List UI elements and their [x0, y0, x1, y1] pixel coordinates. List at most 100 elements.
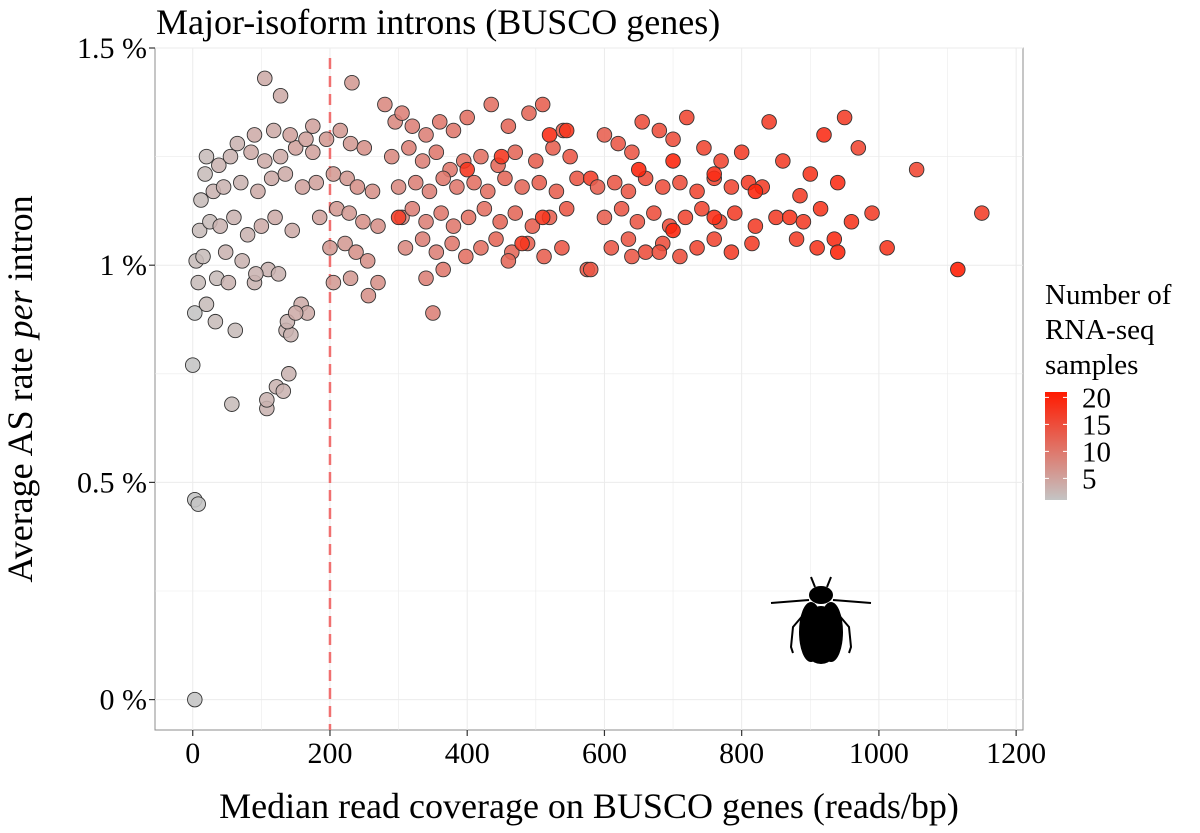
data-point-46: [294, 179, 311, 195]
data-point-8: [275, 383, 292, 399]
data-point-76: [341, 205, 357, 221]
data-point-168: [713, 153, 729, 169]
data-point-114: [421, 183, 438, 200]
data-point-128: [445, 218, 462, 234]
data-point-101: [401, 140, 417, 156]
y-tick-label-1: 0.5 %: [77, 466, 147, 499]
data-point-58: [265, 122, 282, 139]
legend-title-line-3: samples: [1045, 349, 1138, 381]
data-point-39: [193, 192, 209, 208]
legend-label-0: 5: [1082, 463, 1097, 495]
data-point-187: [677, 209, 694, 226]
data-point-211: [781, 209, 798, 226]
data-point-6: [259, 392, 275, 408]
data-point-13: [227, 322, 244, 339]
data-point-47: [197, 166, 213, 182]
y-axis-title-italic: per: [0, 289, 40, 341]
data-point-200: [723, 244, 740, 260]
data-point-145: [536, 248, 552, 265]
data-point-212: [802, 166, 819, 182]
data-point-119: [497, 170, 513, 187]
data-point-69: [308, 174, 324, 191]
data-point-67: [342, 135, 359, 152]
data-point-141: [473, 240, 489, 256]
data-point-165: [665, 131, 681, 147]
data-point-116: [449, 179, 465, 195]
data-point-155: [514, 235, 530, 252]
data-point-157: [541, 127, 558, 143]
data-point-52: [272, 148, 289, 165]
data-point-106: [473, 148, 489, 165]
y-tick-label-3: 1.5 %: [77, 32, 147, 65]
data-point-183: [613, 200, 630, 217]
data-point-164: [651, 122, 668, 139]
data-point-60: [298, 131, 314, 147]
data-point-146: [554, 240, 570, 256]
data-point-70: [325, 166, 342, 182]
data-point-150: [500, 253, 517, 269]
data-point-208: [747, 183, 764, 200]
x-axis-title: Median read coverage on BUSCO genes (rea…: [219, 786, 959, 826]
data-point-38: [284, 222, 300, 239]
data-point-184: [629, 214, 646, 230]
data-point-153: [459, 161, 475, 178]
data-point-193: [603, 240, 620, 256]
data-point-205: [630, 161, 647, 178]
data-point-102: [414, 153, 431, 169]
legend-label-2: 15: [1082, 409, 1111, 441]
data-point-59: [282, 127, 298, 143]
data-point-137: [414, 231, 431, 247]
data-point-51: [257, 153, 273, 169]
data-point-95: [483, 96, 499, 113]
data-point-213: [816, 127, 832, 143]
data-point-23: [270, 266, 287, 282]
data-point-204: [651, 244, 668, 260]
data-point-111: [562, 148, 578, 165]
data-point-62: [272, 88, 289, 104]
data-point-179: [723, 179, 740, 195]
data-point-86: [370, 274, 386, 291]
data-point-109: [528, 153, 544, 169]
data-point-127: [433, 205, 449, 221]
data-point-217: [812, 200, 829, 217]
data-point-188: [694, 200, 710, 217]
data-point-182: [596, 209, 613, 226]
data-point-209: [706, 209, 722, 226]
data-point-98: [534, 96, 551, 113]
data-point-154: [493, 148, 510, 165]
data-point-79: [322, 240, 338, 256]
data-point-140: [458, 248, 474, 265]
data-point-27: [234, 253, 250, 269]
data-point-16: [283, 326, 299, 343]
data-point-120: [514, 179, 530, 195]
data-point-219: [788, 231, 805, 247]
data-point-136: [397, 240, 414, 256]
y-tick-label-0: 0 %: [100, 684, 148, 717]
data-point-31: [191, 222, 208, 239]
data-point-207: [706, 166, 722, 182]
data-point-113: [407, 174, 424, 191]
data-point-194: [620, 231, 637, 247]
data-point-199: [706, 231, 722, 247]
data-point-129: [460, 209, 477, 226]
data-point-115: [435, 170, 451, 187]
data-point-173: [620, 183, 637, 200]
data-point-43: [250, 183, 266, 200]
data-point-26: [217, 244, 234, 260]
legend-title-line-2: RNA-seq: [1045, 314, 1155, 346]
data-point-214: [836, 109, 853, 126]
data-point-42: [233, 174, 249, 191]
data-point-215: [850, 140, 867, 156]
data-point-170: [761, 114, 777, 130]
data-point-85: [360, 287, 377, 304]
data-point-81: [348, 244, 364, 260]
data-point-35: [239, 227, 256, 243]
data-point-82: [359, 253, 376, 269]
data-point-64: [305, 118, 321, 134]
data-point-158: [558, 122, 575, 139]
data-point-25: [195, 248, 211, 265]
y-axis-title-pre: Average AS rate: [0, 338, 40, 582]
data-point-4: [224, 396, 240, 412]
